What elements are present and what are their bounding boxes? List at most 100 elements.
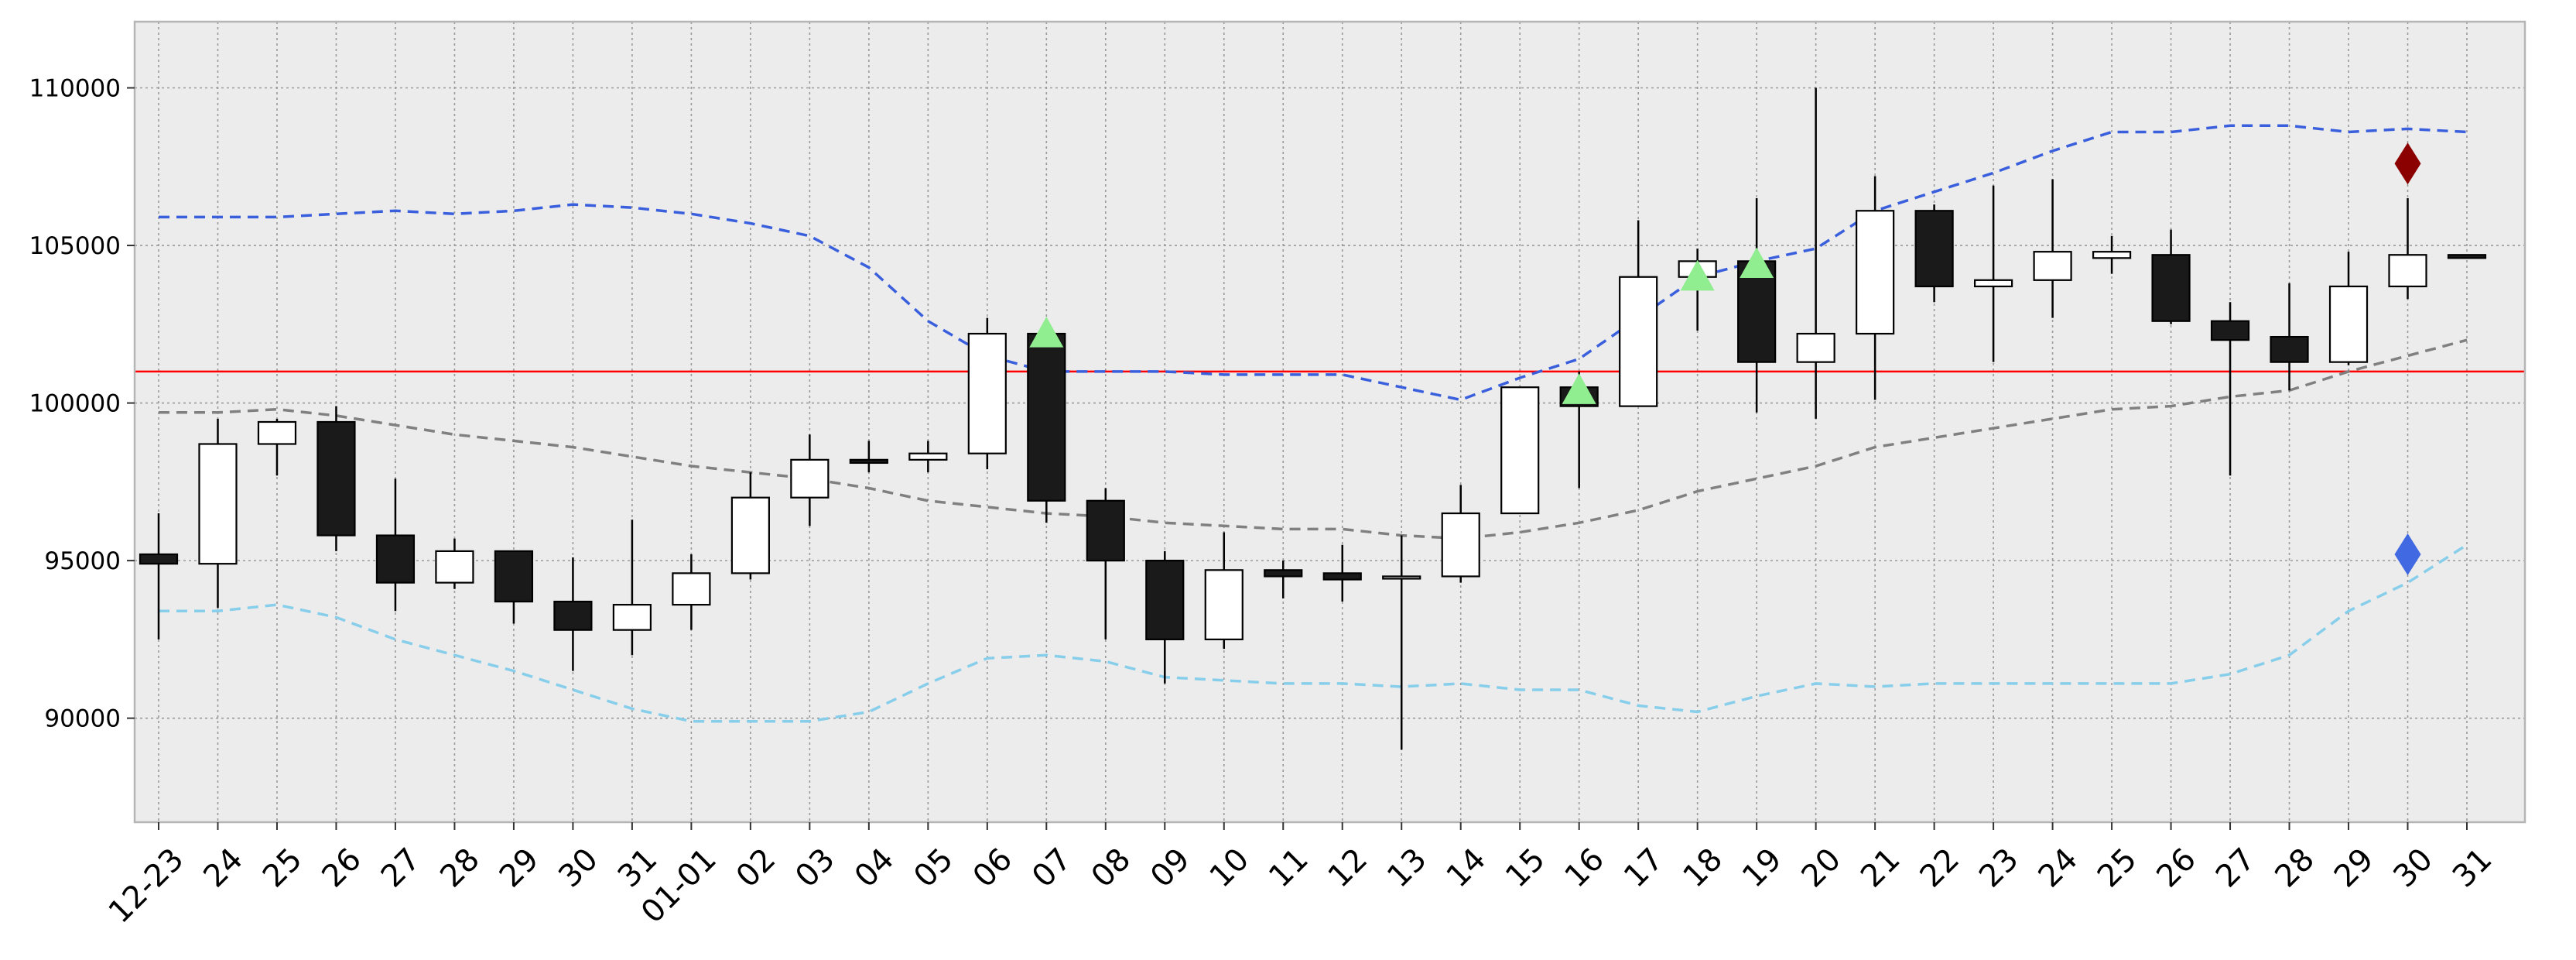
candle [1796, 87, 1835, 419]
candle [2033, 179, 2072, 318]
candle-body [2151, 254, 2191, 322]
candle-body [2388, 254, 2427, 288]
x-tick-label: 30 [2386, 842, 2440, 895]
candle [1619, 220, 1658, 407]
candle [1322, 544, 1362, 602]
candle [1441, 485, 1480, 583]
x-tick-label: 05 [907, 842, 960, 895]
candle-body [790, 458, 830, 499]
candle-body [1500, 386, 1540, 515]
candle-body [1145, 560, 1185, 640]
y-tick-label: 95000 [44, 547, 121, 575]
candle [672, 554, 711, 630]
candle-body [1914, 210, 1954, 288]
candle-body [198, 443, 238, 565]
candle [2210, 302, 2250, 476]
candle-body [494, 550, 534, 603]
candle-body [1264, 569, 1303, 578]
x-tick-label: 31 [2446, 842, 2499, 895]
signal-triangle-marker [1740, 247, 1774, 279]
candle [1086, 488, 1125, 639]
y-axis: 90000 95000 100000 105000 110000 [29, 74, 135, 733]
x-tick-label: 17 [1617, 842, 1671, 895]
y-tick-label: 90000 [44, 705, 121, 733]
plot-frame [133, 20, 2526, 824]
x-tick-label: 20 [1795, 842, 1849, 895]
x-tick-label: 16 [1558, 842, 1612, 895]
candle-body [1856, 210, 1895, 335]
x-tick-label: 25 [256, 842, 310, 895]
candle [612, 519, 652, 656]
candle [1737, 197, 1777, 413]
candle [790, 434, 830, 526]
candle [730, 472, 770, 580]
signal-triangle-marker [1562, 373, 1596, 404]
candle-body [2270, 335, 2309, 363]
indicator-line-1 [159, 338, 2468, 540]
x-tick-label: 23 [1972, 842, 2026, 895]
candle-body [672, 572, 711, 606]
candle-body [2328, 285, 2369, 363]
x-tick-label: 28 [2268, 842, 2321, 895]
y-tick-label: 105000 [29, 232, 121, 260]
candle [1856, 176, 1895, 400]
x-tick-label: 21 [1854, 842, 1907, 895]
x-tick-label: 03 [789, 842, 842, 895]
candle-body [316, 420, 356, 537]
signal-diamond-marker [2394, 533, 2421, 575]
candle-body [908, 452, 948, 461]
candle-body [435, 550, 474, 584]
x-tick-label: 06 [966, 842, 1020, 895]
candle [1204, 532, 1244, 650]
candle [2151, 229, 2191, 324]
x-tick-label: 28 [433, 842, 487, 895]
candle-body [553, 600, 593, 631]
candle [2447, 254, 2487, 259]
x-tick-label: 02 [730, 842, 783, 895]
candle [316, 406, 356, 551]
x-tick-label: 30 [552, 842, 605, 895]
x-tick-label: 13 [1380, 842, 1434, 895]
candle [1145, 550, 1185, 684]
candle-body [2210, 320, 2250, 341]
x-tick-label: 11 [1262, 842, 1315, 895]
x-tick-label: 14 [1440, 842, 1493, 895]
candle [2388, 197, 2427, 300]
candle-body [1619, 276, 1658, 407]
candle [1500, 386, 1540, 515]
candle [494, 550, 534, 624]
plot-background [135, 22, 2525, 822]
candle-body [1204, 569, 1244, 640]
candle-body [2447, 254, 2487, 259]
x-tick-label: 24 [2032, 842, 2085, 895]
candle-body [1737, 260, 1777, 363]
candle-body [2092, 251, 2132, 259]
signal-triangle-marker [1029, 317, 1064, 348]
candle [2092, 235, 2132, 274]
x-tick-label: 15 [1499, 842, 1552, 895]
x-tick-label: 07 [1025, 842, 1079, 895]
candle-body [139, 553, 179, 565]
candle-body [2033, 251, 2072, 281]
x-tick-label: 04 [848, 842, 901, 895]
y-tick-label: 110000 [29, 74, 121, 102]
x-tick-label: 09 [1144, 842, 1197, 895]
markers [1029, 142, 2421, 575]
candle-body [849, 458, 888, 465]
x-tick-label: 10 [1203, 842, 1257, 895]
candle-body [1086, 499, 1125, 562]
x-tick-label: 29 [493, 842, 546, 895]
candle [553, 557, 593, 671]
candle [2328, 252, 2369, 365]
candle [967, 317, 1007, 470]
candle [435, 538, 474, 589]
x-tick-label: 29 [2328, 842, 2381, 895]
candle [139, 513, 179, 639]
candle-body [1322, 572, 1362, 581]
candle-body [730, 496, 770, 574]
indicator-line-0 [159, 124, 2468, 402]
y-tick-label: 100000 [29, 390, 121, 418]
